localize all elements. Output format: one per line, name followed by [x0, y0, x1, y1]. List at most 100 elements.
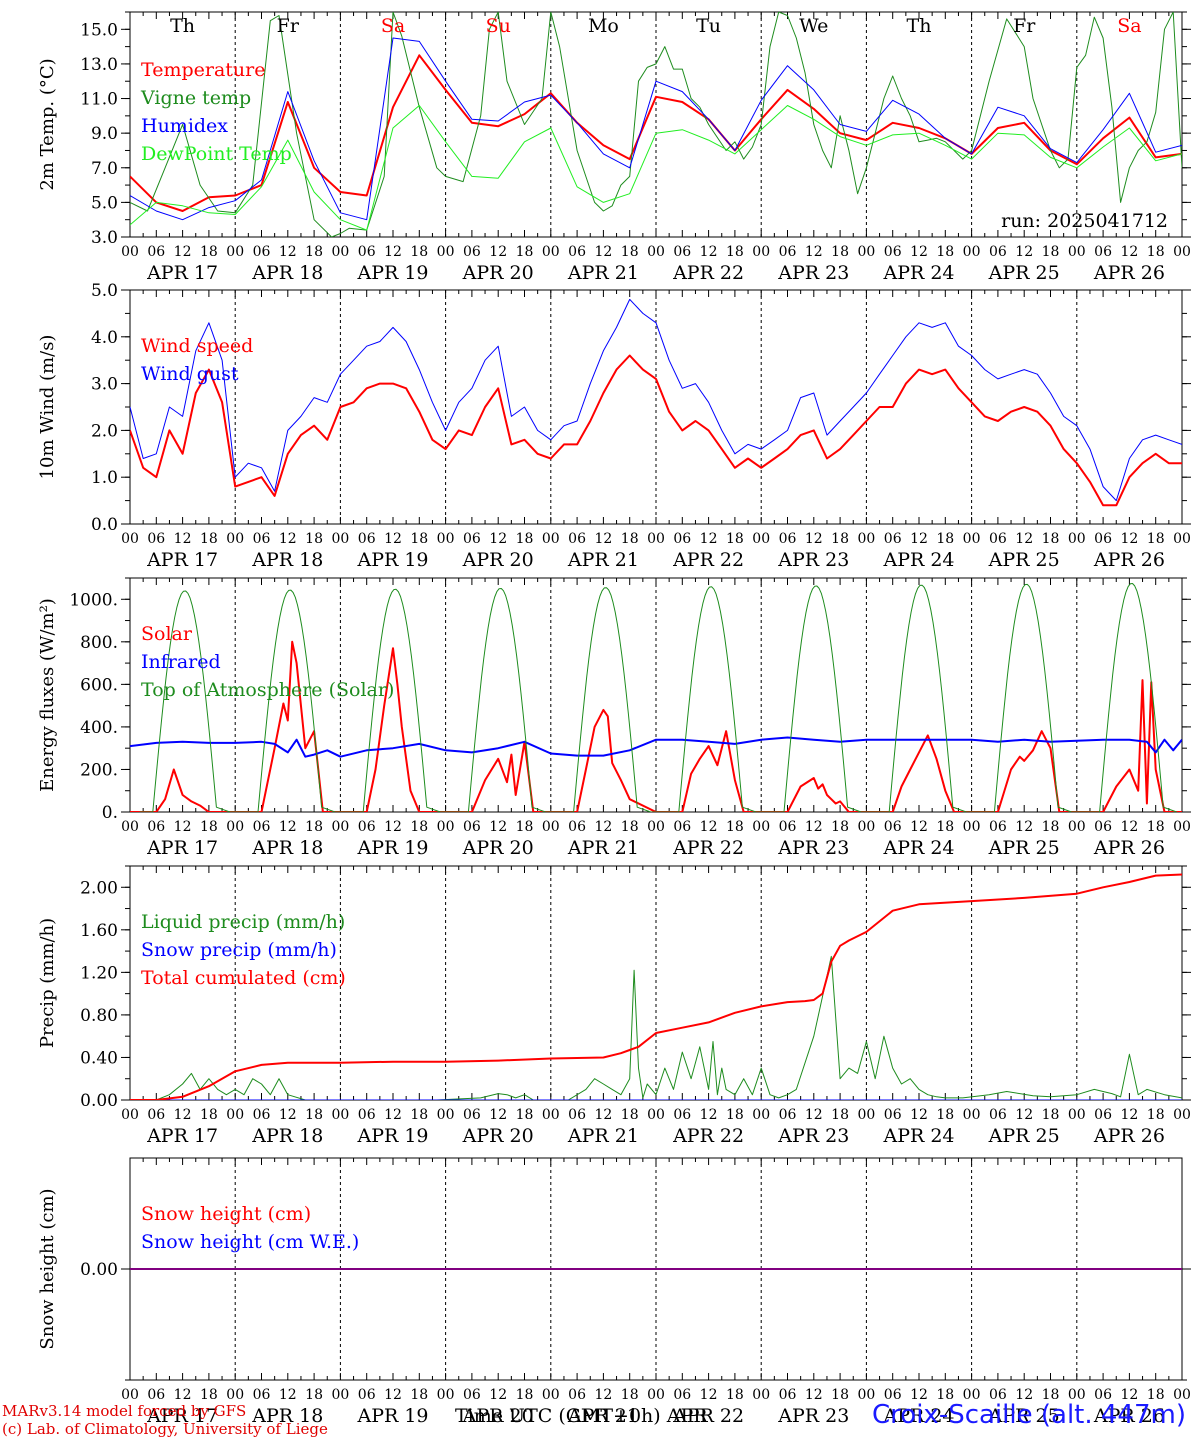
- y-tick-label: 1000.: [69, 590, 118, 610]
- y-tick-label: 600.: [80, 675, 118, 695]
- lab-credit: (c) Lab. of Climatology, University of L…: [2, 1420, 328, 1438]
- date-label: APR 17: [146, 1405, 218, 1427]
- hour-tick-label: 18: [726, 531, 744, 547]
- hour-tick-label: 12: [384, 819, 402, 835]
- hour-tick-label: 00: [226, 1387, 244, 1403]
- hour-tick-label: 18: [305, 819, 323, 835]
- hour-tick-label: 00: [226, 1107, 244, 1123]
- hour-tick-label: 06: [673, 1107, 691, 1123]
- series-line: [130, 105, 1182, 231]
- hour-tick-label: 00: [1173, 819, 1191, 835]
- hour-tick-label: 12: [805, 1107, 823, 1123]
- legend-entry: DewPoint Temp: [141, 143, 292, 165]
- hour-tick-label: 00: [963, 819, 981, 835]
- hour-tick-label: 00: [647, 1107, 665, 1123]
- date-label: APR 23: [777, 1125, 849, 1147]
- hour-tick-label: 06: [989, 819, 1007, 835]
- hour-tick-label: 18: [410, 244, 428, 260]
- model-credit: MARv3.14 model forced by GFS: [2, 1402, 247, 1420]
- hour-tick-label: 00: [121, 244, 139, 260]
- y-axis-label: Precip (mm/h): [37, 918, 58, 1048]
- hour-tick-label: 06: [779, 1107, 797, 1123]
- hour-tick-label: 00: [857, 244, 875, 260]
- hour-tick-label: 00: [752, 1107, 770, 1123]
- hour-tick-label: 12: [279, 531, 297, 547]
- hour-tick-label: 18: [305, 531, 323, 547]
- hour-tick-label: 00: [963, 1387, 981, 1403]
- hour-tick-label: 18: [936, 1107, 954, 1123]
- hour-tick-label: 18: [621, 1387, 639, 1403]
- hour-tick-label: 00: [752, 531, 770, 547]
- hour-tick-label: 12: [279, 819, 297, 835]
- hour-tick-label: 06: [358, 531, 376, 547]
- date-label: APR 23: [777, 837, 849, 859]
- date-label: APR 25: [988, 549, 1060, 571]
- hour-tick-label: 06: [463, 1387, 481, 1403]
- hour-tick-label: 18: [1042, 819, 1060, 835]
- hour-tick-label: 06: [673, 531, 691, 547]
- hour-tick-label: 12: [594, 1107, 612, 1123]
- hour-tick-label: 00: [857, 1387, 875, 1403]
- y-tick-label: 2.00: [80, 878, 118, 898]
- date-label: APR 22: [672, 549, 744, 571]
- hour-tick-label: 12: [279, 1387, 297, 1403]
- hour-tick-label: 06: [1094, 819, 1112, 835]
- hour-tick-label: 12: [174, 1107, 192, 1123]
- y-tick-label: 3.0: [91, 375, 118, 395]
- date-label: APR 23: [777, 1405, 849, 1427]
- hour-tick-label: 18: [200, 819, 218, 835]
- hour-tick-label: 00: [226, 819, 244, 835]
- hour-tick-label: 06: [779, 531, 797, 547]
- hour-tick-label: 18: [410, 1107, 428, 1123]
- hour-tick-label: 12: [910, 1107, 928, 1123]
- hour-tick-label: 12: [700, 531, 718, 547]
- hour-tick-label: 06: [253, 531, 271, 547]
- hour-tick-label: 00: [331, 819, 349, 835]
- hour-tick-label: 06: [884, 1387, 902, 1403]
- hour-tick-label: 00: [542, 1387, 560, 1403]
- hour-tick-label: 12: [174, 1387, 192, 1403]
- date-label: APR 17: [146, 262, 218, 284]
- hour-tick-label: 00: [647, 1387, 665, 1403]
- hour-tick-label: 00: [437, 244, 455, 260]
- y-tick-label: 2.0: [91, 421, 118, 441]
- legend-entry: Wind speed: [141, 335, 253, 357]
- panel-wind: 0.0 1.0 2.0 3.0 4.0 5.0 10m Wind (m/s) Wind spe…: [37, 281, 1191, 571]
- hour-tick-label: 18: [1147, 819, 1165, 835]
- hour-tick-label: 18: [936, 531, 954, 547]
- hour-tick-label: 18: [831, 1107, 849, 1123]
- day-of-week: Sa: [1117, 15, 1141, 37]
- date-label: APR 22: [672, 1405, 744, 1427]
- date-label: APR 18: [251, 549, 323, 571]
- hour-tick-label: 12: [700, 1387, 718, 1403]
- y-axis-label: Snow height (cm): [37, 1188, 58, 1349]
- hour-tick-label: 06: [1094, 1387, 1112, 1403]
- hour-tick-label: 18: [831, 819, 849, 835]
- y-axis-label: 10m Wind (m/s): [37, 335, 58, 480]
- hour-tick-label: 00: [1173, 531, 1191, 547]
- panel-energy: 0. 200. 400. 600. 800. 1000. Energy fluxes (W/…: [37, 577, 1191, 859]
- date-label: APR 26: [1093, 1405, 1165, 1427]
- hour-tick-label: 06: [147, 531, 165, 547]
- hour-tick-label: 18: [726, 244, 744, 260]
- panel-snow: 0.00 Snow height (cm) Snow height (cm) Snow…: [37, 1157, 1191, 1427]
- date-label: APR 26: [1093, 837, 1165, 859]
- y-tick-label: 0.: [102, 803, 118, 823]
- hour-tick-label: 06: [989, 1107, 1007, 1123]
- hour-tick-label: 06: [568, 531, 586, 547]
- hour-tick-label: 06: [884, 819, 902, 835]
- day-of-week: Fr: [1013, 15, 1036, 37]
- hour-tick-label: 00: [542, 531, 560, 547]
- y-tick-label: 0.00: [80, 1260, 118, 1280]
- hour-tick-label: 12: [1120, 1387, 1138, 1403]
- hour-tick-label: 00: [331, 1387, 349, 1403]
- hour-tick-label: 00: [963, 531, 981, 547]
- hour-tick-label: 18: [516, 244, 534, 260]
- legend-entry: Humidex: [141, 115, 228, 137]
- hour-tick-label: 18: [516, 1387, 534, 1403]
- date-label: APR 26: [1093, 549, 1165, 571]
- hour-tick-label: 06: [1094, 531, 1112, 547]
- y-axis-label: Energy fluxes (W/m²): [37, 598, 58, 792]
- hour-tick-label: 12: [489, 1107, 507, 1123]
